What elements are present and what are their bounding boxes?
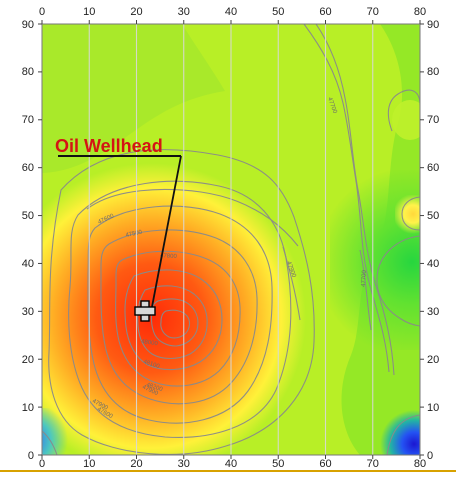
upper-left-green-field (42, 24, 225, 173)
y-axis-right-label: 80 (427, 66, 439, 78)
y-axis-left-label: 60 (22, 162, 34, 174)
x-axis-top-label: 30 (178, 6, 190, 18)
contour-line-right-ring (401, 196, 420, 231)
y-axis-left-label: 50 (22, 210, 34, 222)
contour-line-48100 (100, 229, 258, 405)
x-axis-bottom-label: 20 (130, 458, 142, 470)
contour-label: 48000 (141, 339, 159, 347)
x-axis-top-label: 0 (39, 6, 45, 18)
blue-low-gradient (375, 405, 420, 455)
x-axis-top-label: 50 (272, 6, 284, 18)
y-axis-left-label: 80 (22, 66, 34, 78)
contour-label: 47500 (125, 229, 143, 238)
y-axis-left-labels: 0 10 20 30 40 50 60 70 80 90 (22, 19, 34, 462)
y-axis-left-label: 90 (22, 19, 34, 31)
y-axis-right-label: 20 (427, 354, 439, 366)
x-axis-top-label: 80 (414, 6, 426, 18)
x-axis-bottom-label: 30 (178, 458, 190, 470)
x-axis-bottom-label: 50 (272, 458, 284, 470)
contour-line-47600-right (359, 249, 372, 331)
contour-line-47800-ridge (315, 24, 395, 376)
axis-ticks (38, 20, 424, 459)
plus-cross-icon (134, 300, 156, 322)
contour-line-blue-low (386, 414, 420, 455)
y-axis-right-labels: 0 10 20 30 40 50 60 70 80 90 (427, 19, 439, 462)
contour-line-peak-b (137, 285, 208, 360)
x-axis-bottom-label: 60 (319, 458, 331, 470)
contour-label: 48200 (145, 382, 163, 393)
x-axis-bottom-label: 10 (83, 458, 95, 470)
x-axis-top-labels: 0 10 20 30 40 50 60 70 80 (39, 6, 426, 18)
y-axis-left-label: 20 (22, 354, 34, 366)
bottom-rule (0, 470, 456, 472)
contour-label: 48100 (142, 359, 160, 370)
contour-line-47600-top (86, 188, 299, 247)
callout-leader-line (150, 155, 182, 313)
oil-wellhead-label: Oil Wellhead (55, 136, 163, 156)
grid-lines (42, 24, 420, 455)
y-axis-right-label: 60 (427, 162, 439, 174)
right-upper-patch (392, 100, 420, 140)
wellhead-marker (134, 300, 156, 322)
x-axis-bottom-label: 40 (225, 458, 237, 470)
x-axis-top-label: 20 (130, 6, 142, 18)
plot-area: 47600 47500 47700 47800 47900 47700 4760… (41, 23, 421, 456)
x-axis-top-label: 40 (225, 6, 237, 18)
contour-line-47700-center (282, 246, 301, 321)
y-axis-right-label: 0 (427, 450, 433, 462)
contour-line-peak-d (160, 309, 191, 339)
y-axis-left-label: 0 (28, 450, 34, 462)
x-axis-bottom-label: 80 (414, 458, 426, 470)
x-axis-top-label: 70 (367, 6, 379, 18)
y-axis-right-label: 50 (427, 210, 439, 222)
contour-label: 47900 (285, 261, 297, 279)
small-yellow-gradient (395, 195, 420, 235)
y-axis-left-label: 30 (22, 306, 34, 318)
x-axis-top-label: 60 (319, 6, 331, 18)
y-axis-left-label: 70 (22, 114, 34, 126)
contour-lines (42, 24, 420, 455)
y-axis-left-label: 10 (22, 402, 34, 414)
y-axis-right-label: 90 (427, 19, 439, 31)
contour-line-47900 (68, 180, 292, 438)
contour-line-upper-ring (387, 89, 420, 132)
contour-line-left-low (42, 430, 58, 455)
contour-label: 47700 (326, 97, 338, 115)
contour-line-48000 (87, 205, 273, 424)
contour-line-outer (48, 149, 315, 455)
oil-wellhead-callout: Oil Wellhead (55, 136, 182, 313)
contour-line-right-low (376, 235, 420, 327)
y-axis-left-label: 40 (22, 258, 34, 270)
contour-label: 47700 (361, 269, 368, 287)
y-axis-right-label: 70 (427, 114, 439, 126)
hot-spot-gradient (42, 155, 322, 455)
x-axis-top-label: 10 (83, 6, 95, 18)
contour-label: 47800 (160, 253, 178, 260)
contour-line-48200 (115, 250, 241, 387)
y-axis-right-label: 10 (427, 402, 439, 414)
y-axis-right-label: 30 (427, 306, 439, 318)
contour-line-peak-a (124, 269, 223, 371)
x-axis-bottom-label: 70 (367, 458, 379, 470)
x-axis-bottom-labels: 0 10 20 30 40 50 60 70 80 (39, 458, 426, 470)
x-axis-bottom-label: 0 (39, 458, 45, 470)
y-axis-right-label: 40 (427, 258, 439, 270)
